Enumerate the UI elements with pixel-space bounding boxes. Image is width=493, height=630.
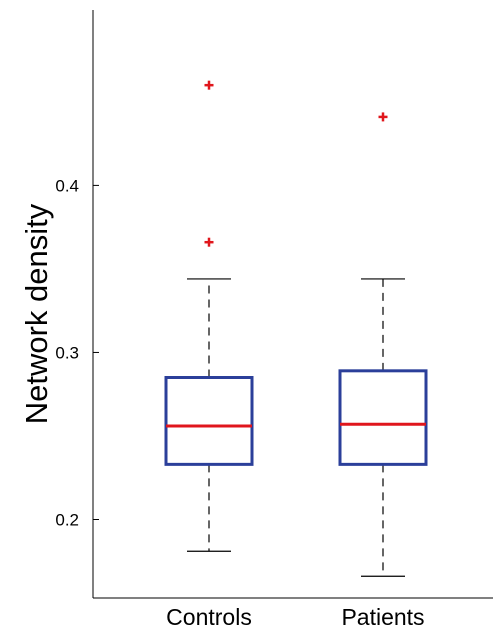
y-tick-label: 0.2 — [55, 510, 79, 529]
iqr-box — [338, 369, 428, 466]
box-controls — [164, 80, 254, 552]
box-patients — [338, 112, 428, 577]
outlier-marker — [204, 80, 214, 90]
x-category-label: Patients — [341, 604, 424, 630]
axes — [92, 10, 493, 599]
y-axis-ticks: 0.2 0.3 0.4 — [55, 176, 99, 529]
y-tick-label: 0.3 — [55, 343, 79, 362]
y-tick-label: 0.4 — [55, 176, 79, 195]
outlier-marker — [378, 112, 388, 122]
category-labels: Controls Patients — [166, 604, 424, 630]
boxes — [164, 80, 428, 577]
outlier-marker — [204, 237, 214, 247]
iqr-box — [164, 376, 254, 466]
y-axis-title: Network density — [19, 203, 54, 424]
x-category-label: Controls — [166, 604, 252, 630]
